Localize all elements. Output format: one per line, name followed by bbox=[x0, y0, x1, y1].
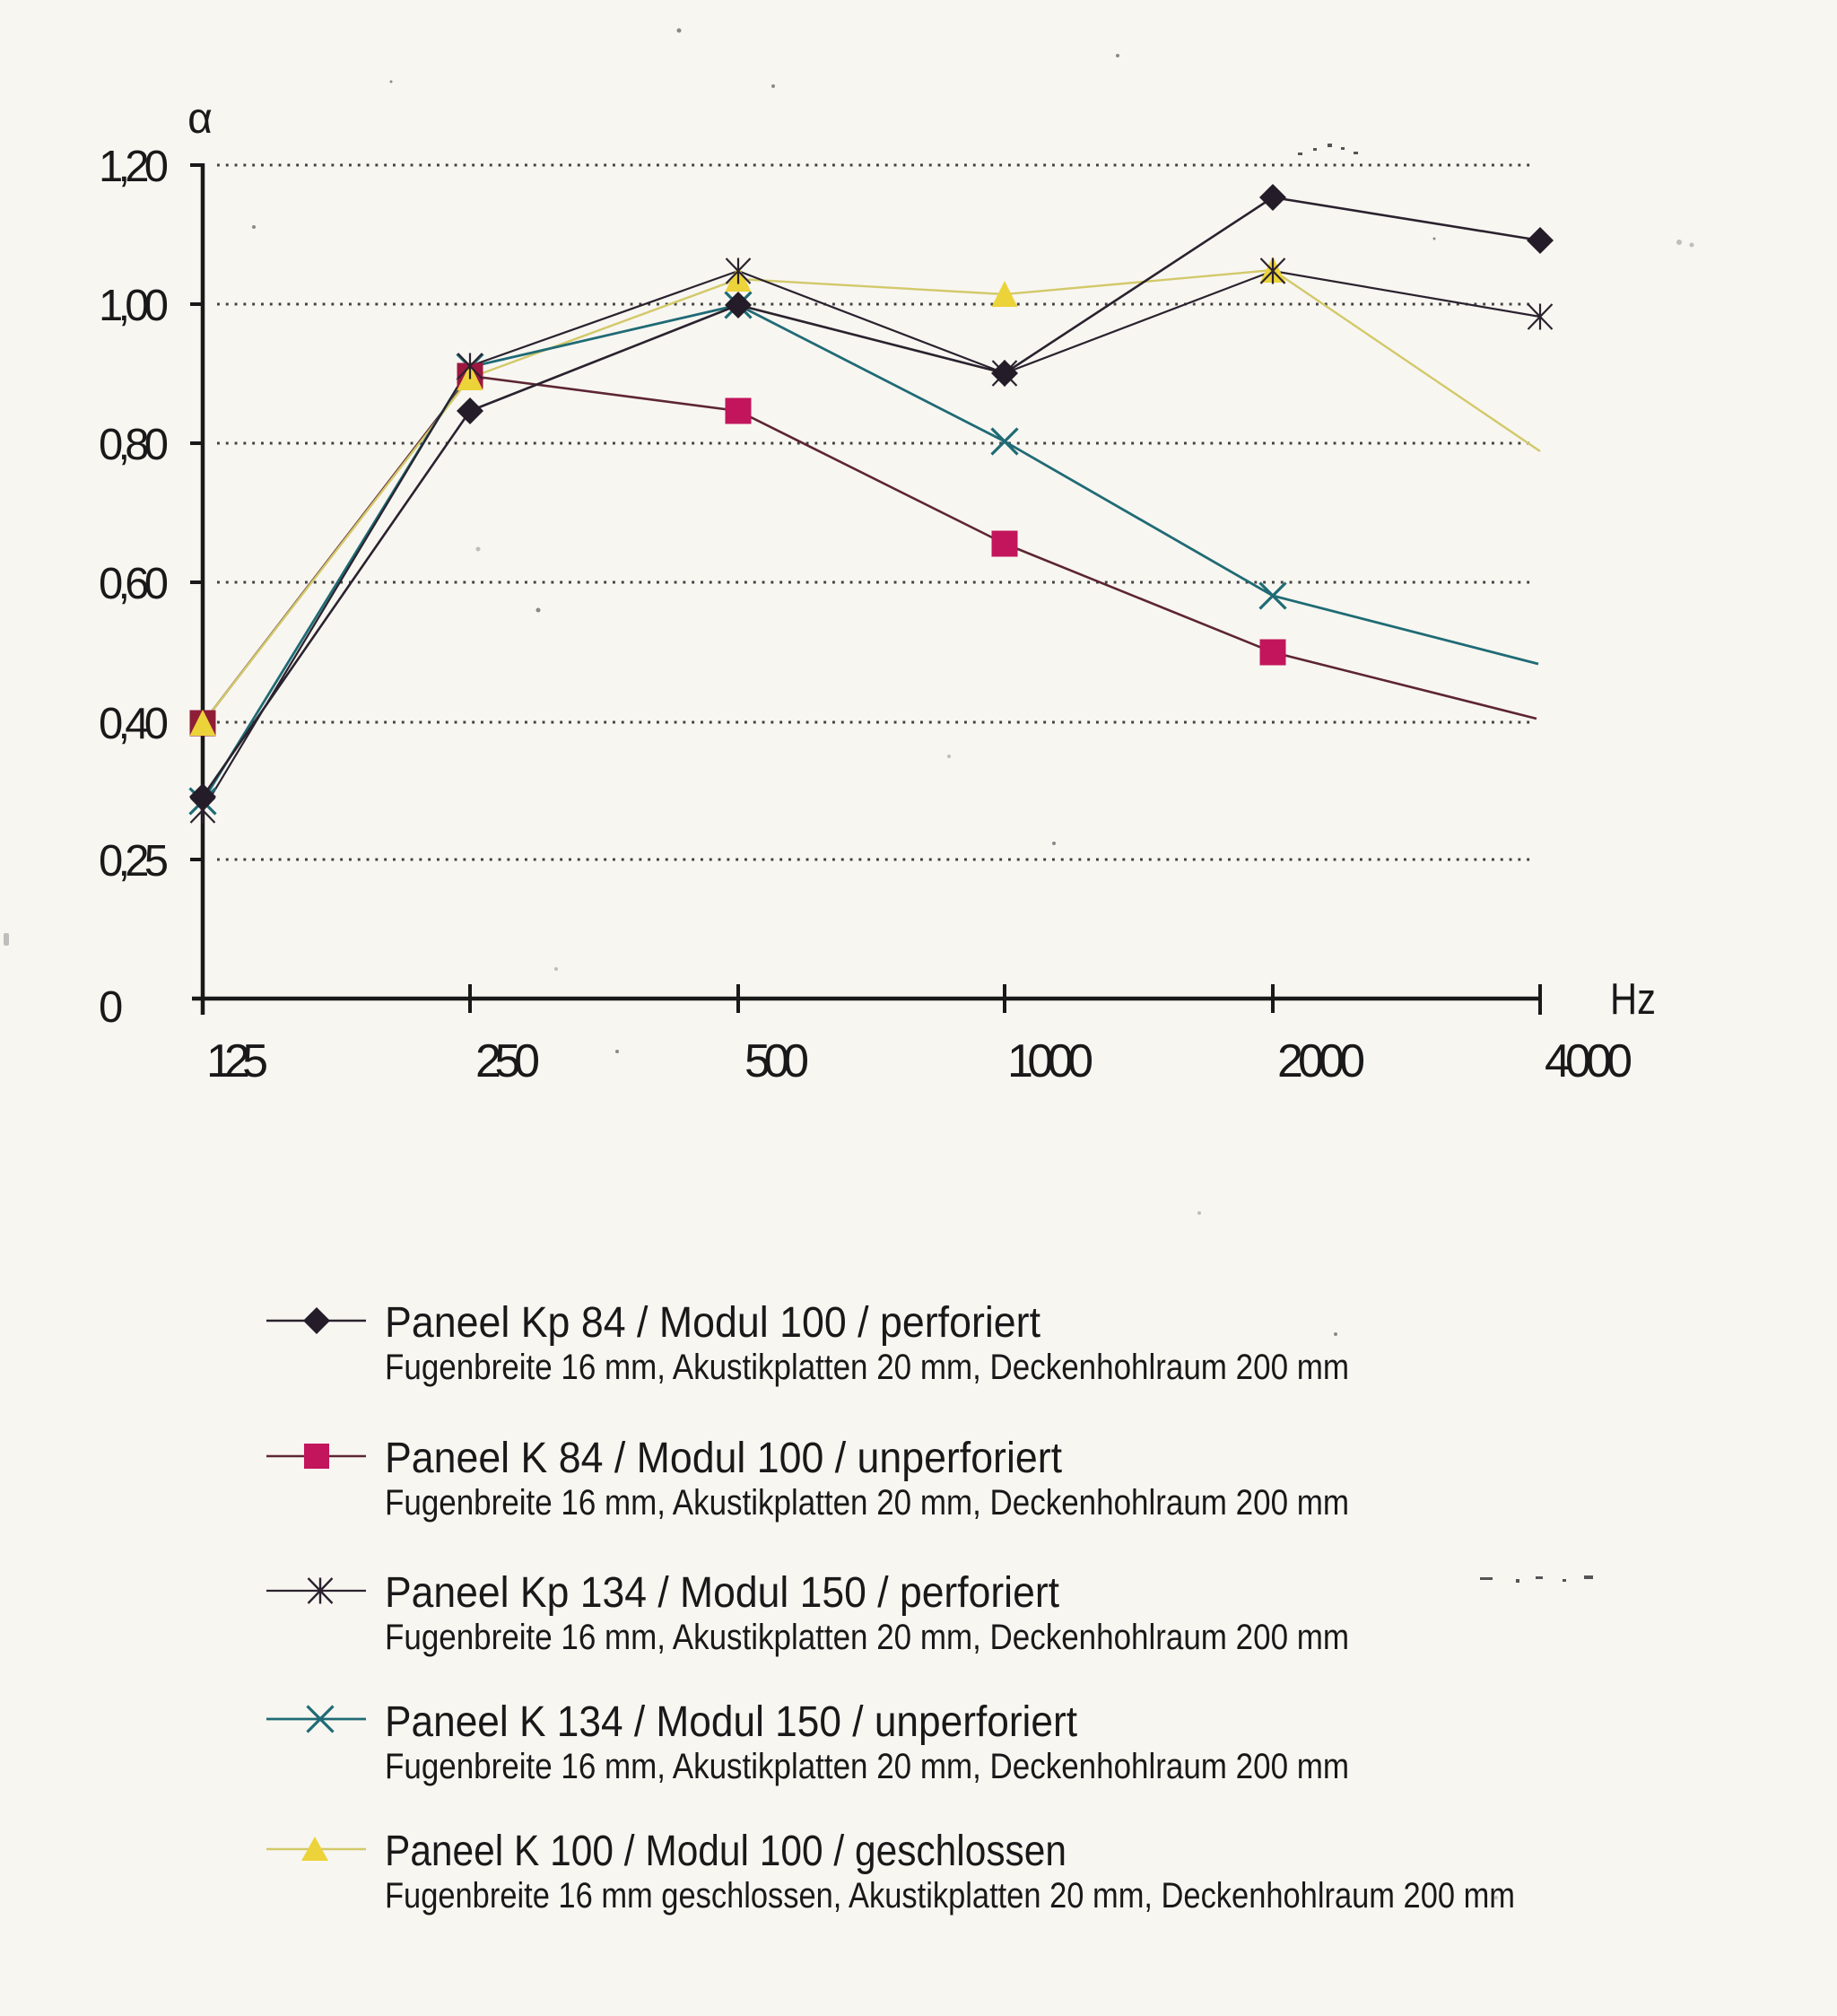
svg-text:Hz: Hz bbox=[1610, 975, 1656, 1024]
svg-text:Fugenbreite 16 mm, Akustikplat: Fugenbreite 16 mm, Akustikplatten 20 mm,… bbox=[385, 1348, 1349, 1387]
svg-text:Fugenbreite 16 mm, Akustikplat: Fugenbreite 16 mm, Akustikplatten 20 mm,… bbox=[385, 1747, 1349, 1786]
svg-text:Fugenbreite 16 mm geschlossen,: Fugenbreite 16 mm geschlossen, Akustikpl… bbox=[385, 1876, 1515, 1916]
svg-text:1,20: 1,20 bbox=[99, 143, 169, 191]
svg-text:1000: 1000 bbox=[1007, 1035, 1093, 1087]
svg-text:Paneel K 134 / Modul 150 / unp: Paneel K 134 / Modul 150 / unperforiert bbox=[385, 1698, 1077, 1746]
svg-text:125: 125 bbox=[206, 1035, 268, 1087]
svg-text:0,40: 0,40 bbox=[99, 700, 169, 748]
svg-text:Fugenbreite 16 mm, Akustikplat: Fugenbreite 16 mm, Akustikplatten 20 mm,… bbox=[385, 1618, 1349, 1657]
svg-text:α: α bbox=[187, 95, 213, 143]
svg-text:Paneel K 84 / Modul 100 / unpe: Paneel K 84 / Modul 100 / unperforiert bbox=[385, 1435, 1062, 1482]
svg-text:0: 0 bbox=[99, 983, 123, 1032]
svg-text:Paneel K 100 / Modul 100 / ges: Paneel K 100 / Modul 100 / geschlossen bbox=[385, 1828, 1067, 1875]
svg-text:2000: 2000 bbox=[1277, 1035, 1365, 1087]
svg-text:500: 500 bbox=[744, 1035, 809, 1087]
svg-text:Paneel Kp 134 / Modul 150 / pe: Paneel Kp 134 / Modul 150 / perforiert bbox=[385, 1569, 1059, 1617]
svg-text:0,25: 0,25 bbox=[99, 837, 169, 886]
svg-text:0,60: 0,60 bbox=[99, 560, 169, 608]
svg-text:250: 250 bbox=[475, 1035, 540, 1087]
svg-text:0,80: 0,80 bbox=[99, 421, 169, 469]
svg-text:Fugenbreite 16 mm, Akustikplat: Fugenbreite 16 mm, Akustikplatten 20 mm,… bbox=[385, 1483, 1349, 1523]
svg-text:1,00: 1,00 bbox=[99, 282, 169, 330]
svg-text:4000: 4000 bbox=[1545, 1035, 1632, 1087]
svg-text:Paneel Kp 84 / Modul 100 / per: Paneel Kp 84 / Modul 100 / perforiert bbox=[385, 1299, 1040, 1347]
